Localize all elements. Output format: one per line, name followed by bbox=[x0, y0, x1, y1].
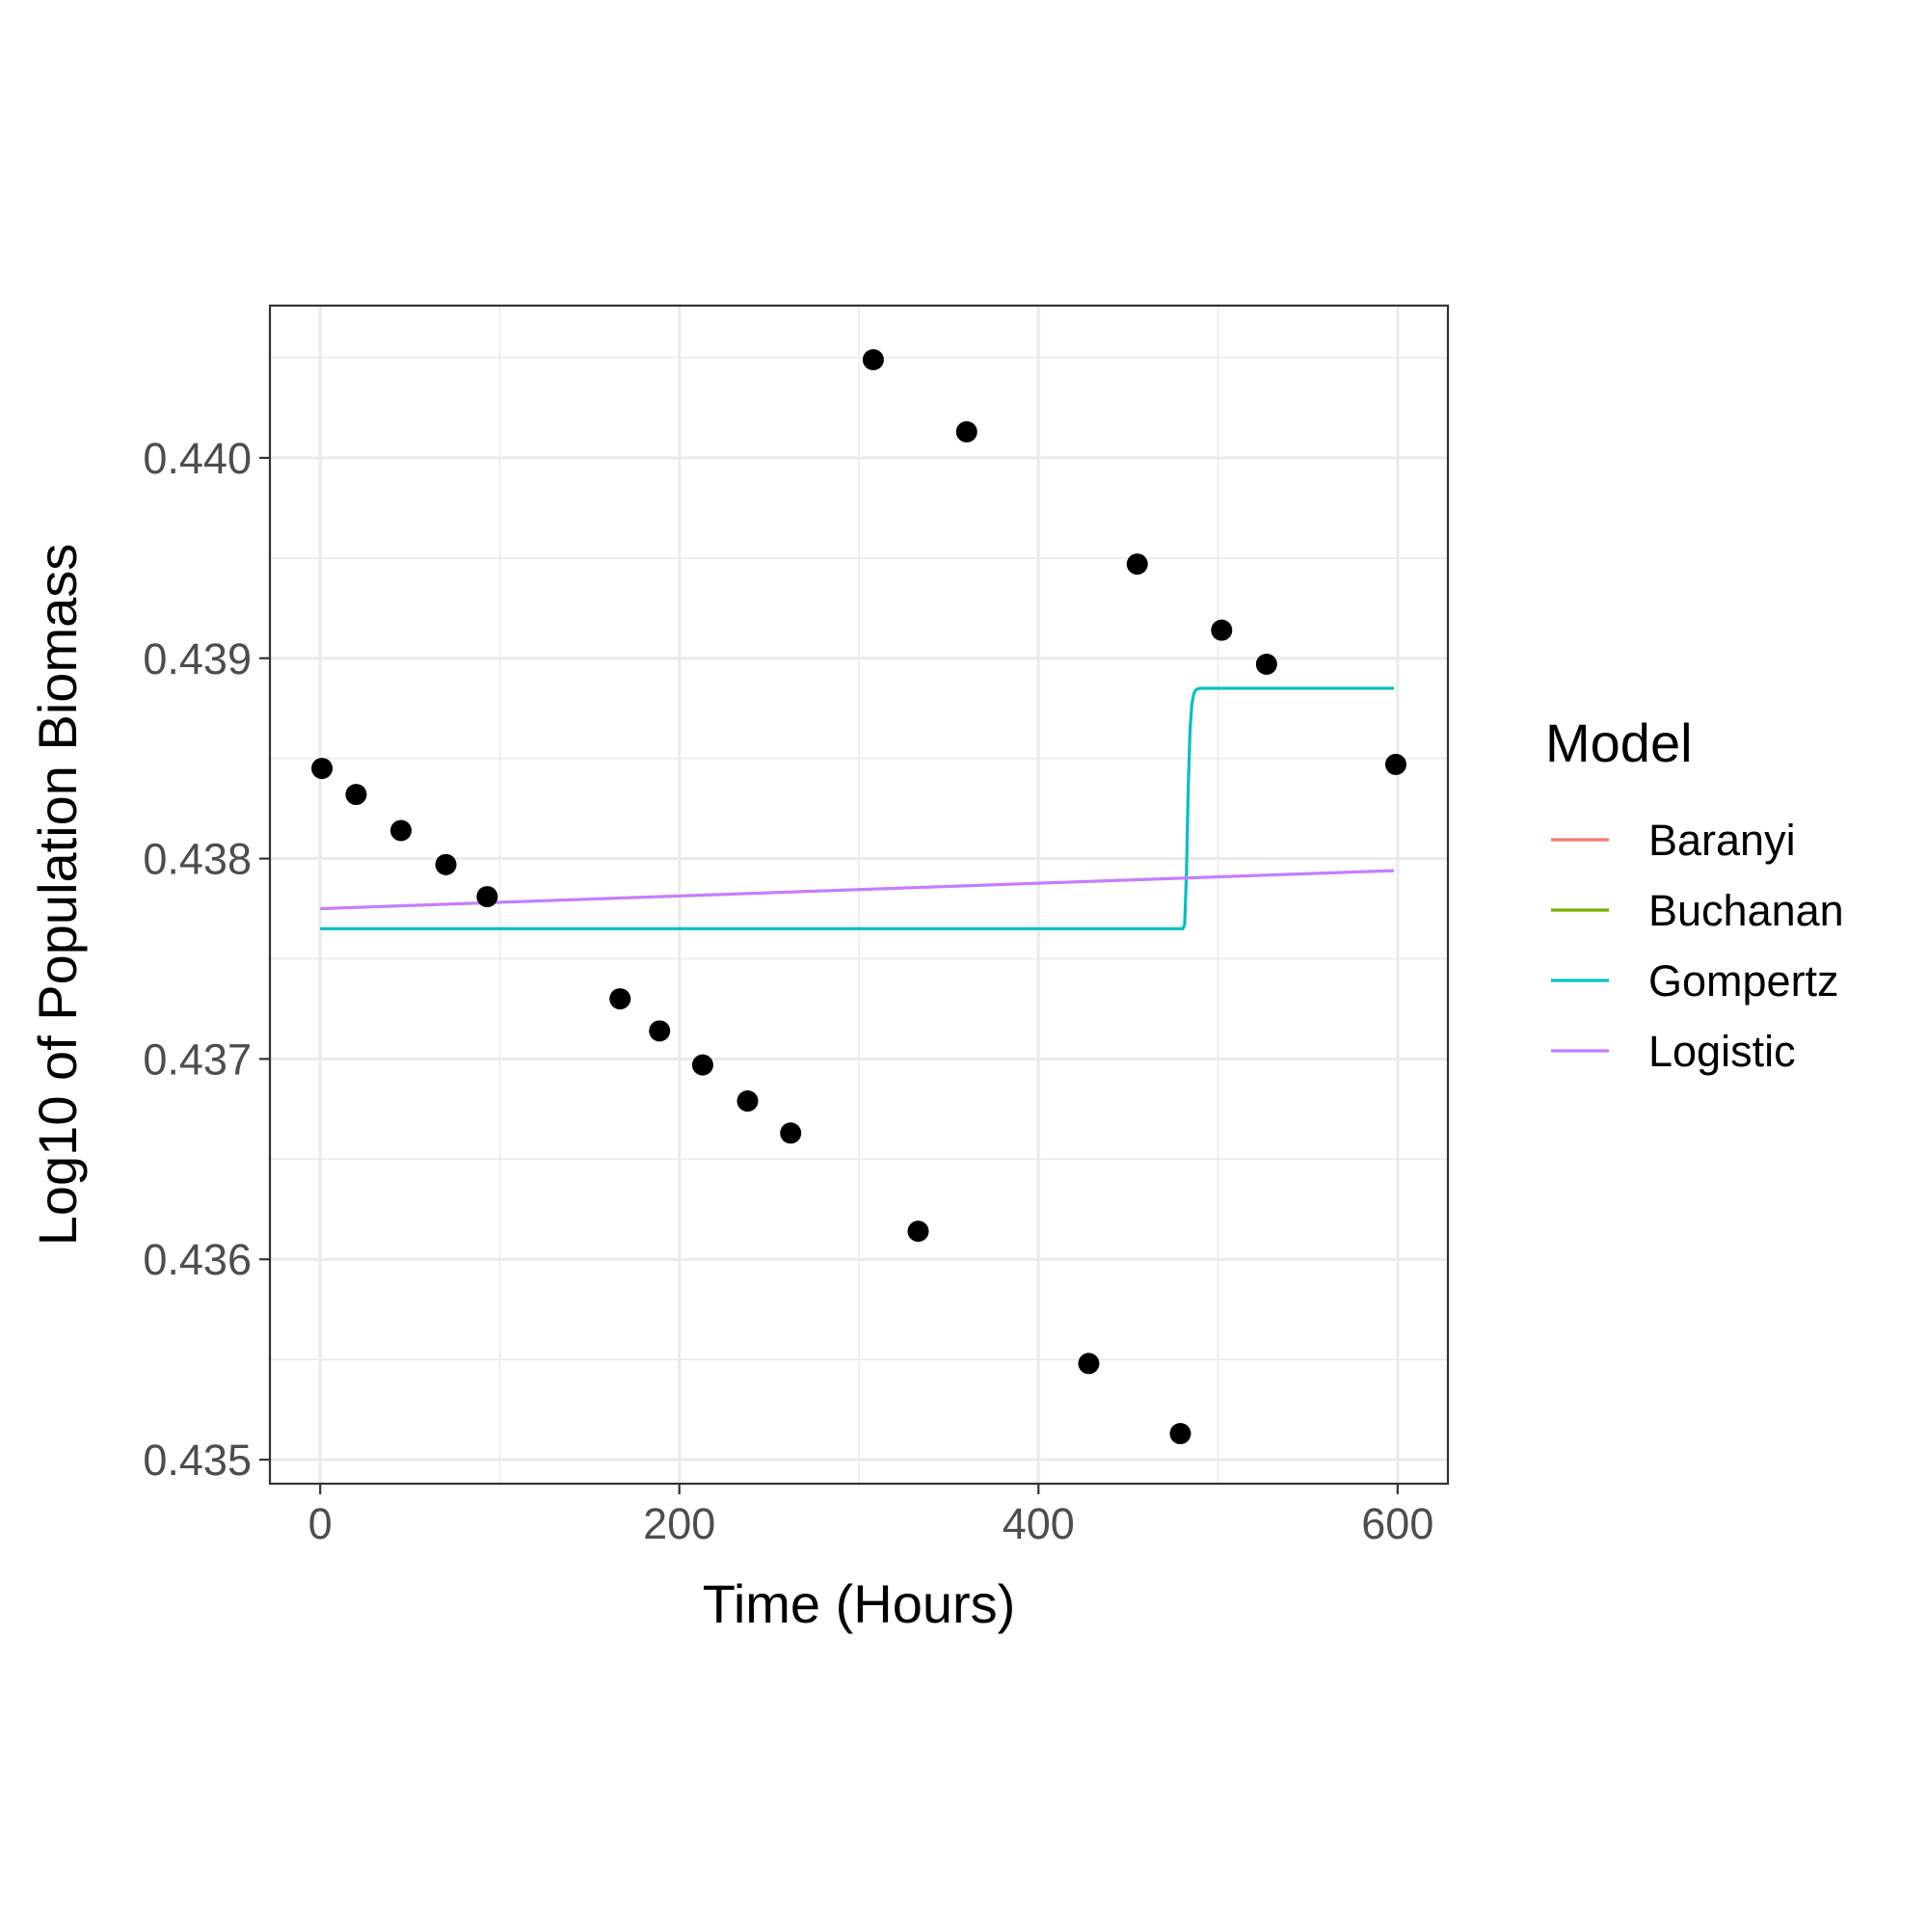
data-point bbox=[389, 819, 412, 842]
model-curves bbox=[320, 686, 1395, 930]
y-tick-label: 0.440 bbox=[143, 434, 252, 483]
data-point bbox=[691, 1054, 713, 1076]
data-point bbox=[609, 988, 631, 1010]
data-point bbox=[649, 1020, 671, 1042]
plot-panel-border bbox=[268, 304, 1450, 1486]
legend: Model Baranyi Buchanan Gompertz Logistic bbox=[1545, 712, 1844, 1076]
data-point bbox=[1255, 654, 1277, 676]
y-tick-label: 0.438 bbox=[143, 835, 252, 884]
x-tick-label: 400 bbox=[1003, 1499, 1075, 1548]
data-point bbox=[736, 1090, 759, 1113]
y-tick-label: 0.439 bbox=[143, 634, 252, 684]
x-tick-label: 200 bbox=[643, 1499, 715, 1548]
data-points bbox=[311, 349, 1406, 1445]
model-curve-gompertz bbox=[320, 686, 1395, 930]
data-point bbox=[907, 1221, 929, 1243]
data-point bbox=[1078, 1353, 1100, 1375]
x-axis: 0 200 400 600 bbox=[308, 1484, 1433, 1548]
y-tick-label: 0.436 bbox=[143, 1235, 252, 1284]
legend-label-gompertz: Gompertz bbox=[1648, 956, 1839, 1006]
data-point bbox=[1384, 753, 1406, 775]
legend-items: Baranyi Buchanan Gompertz Logistic bbox=[1551, 816, 1844, 1076]
grid-minor bbox=[270, 306, 1448, 1484]
data-point bbox=[476, 886, 498, 908]
y-axis: 0.435 0.436 0.437 0.438 0.439 0.440 bbox=[143, 434, 270, 1485]
data-point bbox=[955, 420, 977, 443]
legend-title: Model bbox=[1545, 712, 1693, 773]
y-tick-label: 0.437 bbox=[143, 1034, 252, 1084]
legend-label-baranyi: Baranyi bbox=[1648, 816, 1796, 865]
data-point bbox=[862, 349, 884, 371]
legend-label-logistic: Logistic bbox=[1648, 1027, 1796, 1076]
data-point bbox=[435, 853, 457, 875]
legend-label-buchanan: Buchanan bbox=[1648, 886, 1844, 935]
x-tick-label: 600 bbox=[1361, 1499, 1433, 1548]
data-point bbox=[780, 1122, 802, 1144]
x-axis-title: Time (Hours) bbox=[703, 1573, 1016, 1634]
y-axis-title: Log10 of Population Biomass bbox=[27, 544, 88, 1247]
data-point bbox=[1126, 553, 1148, 576]
model-curve-logistic bbox=[320, 869, 1395, 911]
data-point bbox=[1211, 619, 1233, 641]
data-point bbox=[345, 784, 367, 806]
x-tick-label: 0 bbox=[308, 1499, 333, 1548]
data-point bbox=[311, 758, 334, 780]
y-tick-label: 0.435 bbox=[143, 1436, 252, 1485]
data-point bbox=[1169, 1423, 1191, 1445]
